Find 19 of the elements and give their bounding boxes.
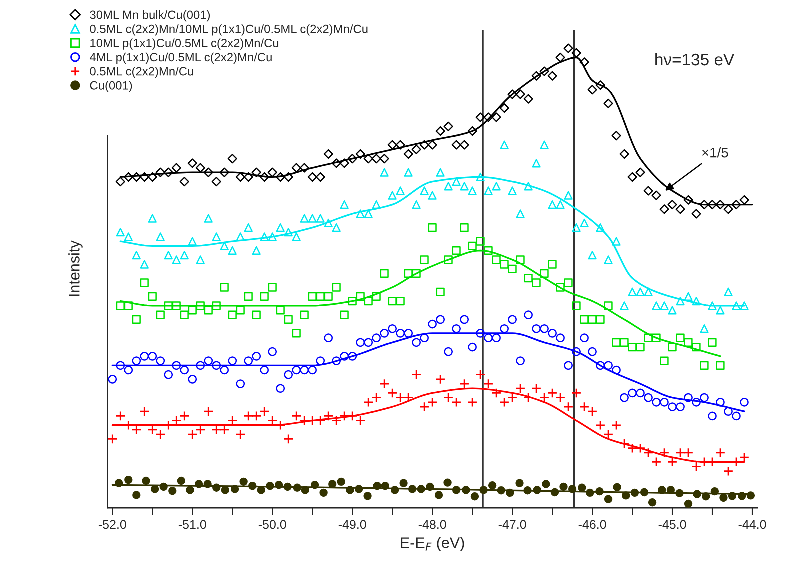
legend-label: 30ML Mn bulk/Cu(001) xyxy=(90,10,210,22)
legend-label: 0.5ML c(2x2)Mn/10ML p(1x1)Cu/0.5ML c(2x2)Mn/Cu xyxy=(90,24,368,36)
annotation: ×1/5 xyxy=(702,148,728,158)
y-axis-title: Intensity xyxy=(68,240,83,296)
x-tick-label: -48.0 xyxy=(418,520,446,530)
x-tick-label: -45.0 xyxy=(658,520,686,530)
x-tick-label: -46.0 xyxy=(578,520,606,530)
x-tick-label: -44.0 xyxy=(738,520,766,530)
x-tick-label: -50.0 xyxy=(258,520,286,530)
x-tick-label: -47.0 xyxy=(498,520,526,530)
annotation: hν=135 eV xyxy=(656,53,735,66)
legend-label: 4ML p(1x1)Cu/0.5ML c(2x2)Mn/Cu xyxy=(90,52,272,64)
x-tick-label: -51.0 xyxy=(178,520,206,530)
x-axis-title: E-E$_{F}$ (eV) xyxy=(401,537,464,552)
legend-label: 10ML p(1x1)Cu/0.5ML c(2x2)Mn/Cu xyxy=(90,38,279,50)
legend-label: 0.5ML c(2x2)Mn/Cu xyxy=(90,66,194,78)
x-tick-label: -49.0 xyxy=(338,520,366,530)
legend-label: Cu(001) xyxy=(90,81,132,92)
x-tick-label: -52.0 xyxy=(98,520,126,530)
